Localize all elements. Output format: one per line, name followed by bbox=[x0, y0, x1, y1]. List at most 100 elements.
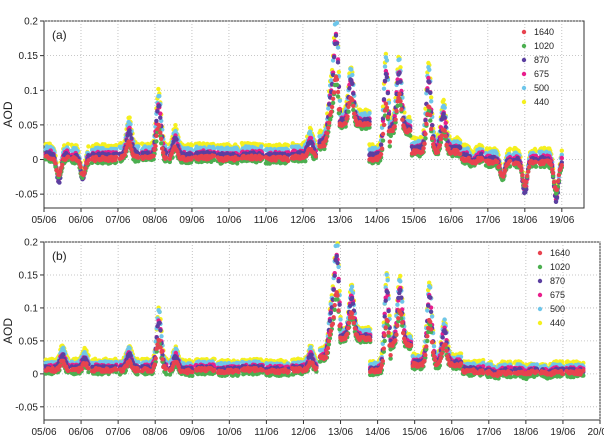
data-point bbox=[457, 151, 463, 157]
data-point bbox=[441, 97, 446, 103]
data-point bbox=[429, 99, 434, 104]
series-870 bbox=[43, 254, 586, 378]
data-point bbox=[236, 156, 241, 161]
data-point bbox=[400, 299, 405, 304]
data-point bbox=[429, 314, 435, 319]
data-point bbox=[113, 143, 119, 148]
data-point bbox=[495, 159, 500, 164]
data-point bbox=[442, 115, 447, 120]
data-point bbox=[392, 124, 397, 129]
data-point bbox=[350, 72, 355, 78]
y-tick-label: 0.15 bbox=[19, 51, 39, 62]
data-point bbox=[153, 143, 158, 149]
data-point bbox=[437, 143, 443, 148]
series-870 bbox=[43, 33, 564, 204]
data-point bbox=[335, 243, 340, 248]
x-tick-label: 19/06 bbox=[549, 215, 574, 226]
data-point bbox=[398, 79, 403, 84]
data-point bbox=[336, 107, 342, 112]
x-tick-label: 08/06 bbox=[142, 215, 167, 226]
data-point bbox=[435, 150, 441, 155]
y-tick-label: 0.2 bbox=[24, 238, 38, 249]
data-point bbox=[322, 143, 327, 149]
x-tick-label: 17/06 bbox=[476, 427, 501, 437]
data-point bbox=[444, 142, 449, 147]
data-point bbox=[128, 353, 133, 358]
data-point bbox=[527, 164, 532, 170]
data-point bbox=[82, 170, 87, 175]
data-point bbox=[425, 308, 430, 313]
data-point bbox=[285, 158, 291, 163]
x-tick-label: 06/06 bbox=[68, 215, 93, 226]
x-tick-label: 17/06 bbox=[475, 215, 500, 226]
data-point bbox=[158, 328, 163, 333]
data-point bbox=[349, 295, 355, 301]
data-point bbox=[443, 134, 448, 139]
data-point bbox=[124, 145, 129, 151]
data-point bbox=[379, 146, 385, 151]
data-point bbox=[157, 320, 162, 326]
data-point bbox=[154, 133, 159, 138]
data-point bbox=[152, 147, 157, 153]
data-point bbox=[151, 153, 156, 159]
x-tick-label: 09/06 bbox=[180, 427, 205, 437]
x-tick-label: 16/06 bbox=[438, 215, 463, 226]
data-point bbox=[400, 117, 405, 122]
data-point bbox=[399, 107, 404, 112]
data-points bbox=[43, 241, 586, 382]
data-point bbox=[398, 99, 403, 104]
data-point bbox=[127, 346, 132, 351]
data-point bbox=[325, 131, 330, 136]
data-point bbox=[154, 139, 159, 144]
data-point bbox=[335, 94, 341, 99]
data-point bbox=[335, 60, 341, 65]
x-tick-label: 08/06 bbox=[143, 427, 168, 437]
data-point bbox=[285, 143, 291, 148]
data-point bbox=[385, 114, 391, 120]
data-point bbox=[157, 93, 162, 99]
data-point bbox=[367, 111, 372, 116]
panel-b: 05/06 06/06 07/06 08/06 09/06 10/06 11/06 12/06… bbox=[1, 238, 604, 437]
data-point bbox=[327, 120, 332, 126]
data-point bbox=[129, 147, 134, 152]
data-point bbox=[421, 146, 426, 151]
data-point bbox=[380, 131, 386, 137]
data-point bbox=[553, 199, 559, 204]
x-tick-label: 07/06 bbox=[106, 427, 131, 437]
data-point bbox=[350, 301, 356, 306]
data-point bbox=[343, 121, 348, 126]
data-point bbox=[61, 352, 66, 357]
data-point bbox=[158, 115, 163, 120]
data-point bbox=[378, 152, 384, 157]
data-point bbox=[345, 114, 350, 119]
y-tick-label: 0.1 bbox=[24, 303, 38, 314]
data-point bbox=[351, 107, 356, 113]
x-tick-label: 16/06 bbox=[439, 427, 464, 437]
data-point bbox=[442, 128, 447, 133]
data-point bbox=[428, 90, 433, 96]
data-point bbox=[336, 264, 341, 270]
x-tick-label: 20/06 bbox=[587, 427, 604, 437]
data-point bbox=[524, 179, 529, 185]
data-point bbox=[260, 155, 265, 160]
data-point bbox=[501, 174, 506, 179]
x-tick-label: 12/06 bbox=[291, 427, 316, 437]
x-tick-label: 07/06 bbox=[105, 215, 130, 226]
data-point bbox=[157, 309, 162, 315]
data-point bbox=[53, 161, 58, 166]
data-point bbox=[398, 102, 403, 108]
data-point bbox=[336, 69, 342, 75]
data-point bbox=[129, 136, 134, 141]
y-tick-label: -0.05 bbox=[15, 190, 38, 201]
data-point bbox=[189, 143, 195, 148]
data-point bbox=[397, 57, 402, 62]
data-point bbox=[157, 123, 162, 129]
data-point bbox=[328, 310, 333, 316]
data-point bbox=[397, 91, 402, 97]
data-point bbox=[423, 136, 428, 141]
data-point bbox=[334, 77, 340, 82]
x-tick-label: 12/06 bbox=[290, 215, 315, 226]
plot-frame bbox=[43, 241, 601, 421]
data-point bbox=[555, 179, 561, 184]
